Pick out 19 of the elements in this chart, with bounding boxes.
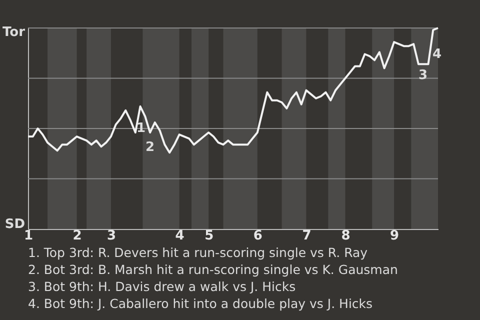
text: 3. Bot 9th: H. Davis drew a walk vs J. Hicks	[28, 279, 296, 294]
x-tick-label: 8	[341, 228, 350, 244]
x-tick-label: 5	[204, 228, 214, 244]
annotation: 4	[432, 47, 442, 62]
x-tick-label: 6	[253, 228, 262, 244]
x-tick-label: 2	[72, 228, 82, 244]
x-tick-label: 4	[175, 228, 184, 244]
annotation: 3	[418, 68, 428, 83]
x-tick-label: 1	[24, 228, 34, 244]
x-tick-label: 7	[302, 228, 312, 244]
x-tick-label: 3	[106, 228, 116, 244]
text: 2. Bot 3rd: B. Marsh hit a run-scoring single vs K. Gausman	[28, 262, 398, 277]
text: Tor	[2, 25, 26, 40]
text: SD	[4, 217, 26, 232]
x-tick-label: 9	[390, 228, 400, 244]
text: 1. Top 3rd: R. Devers hit a run-scoring single vs R. Ray	[28, 245, 368, 260]
annotation: 2	[145, 140, 155, 155]
annotation: 1	[136, 121, 146, 136]
text: 4. Bot 9th: J. Caballero hit into a double play vs J. Hicks	[28, 296, 373, 311]
